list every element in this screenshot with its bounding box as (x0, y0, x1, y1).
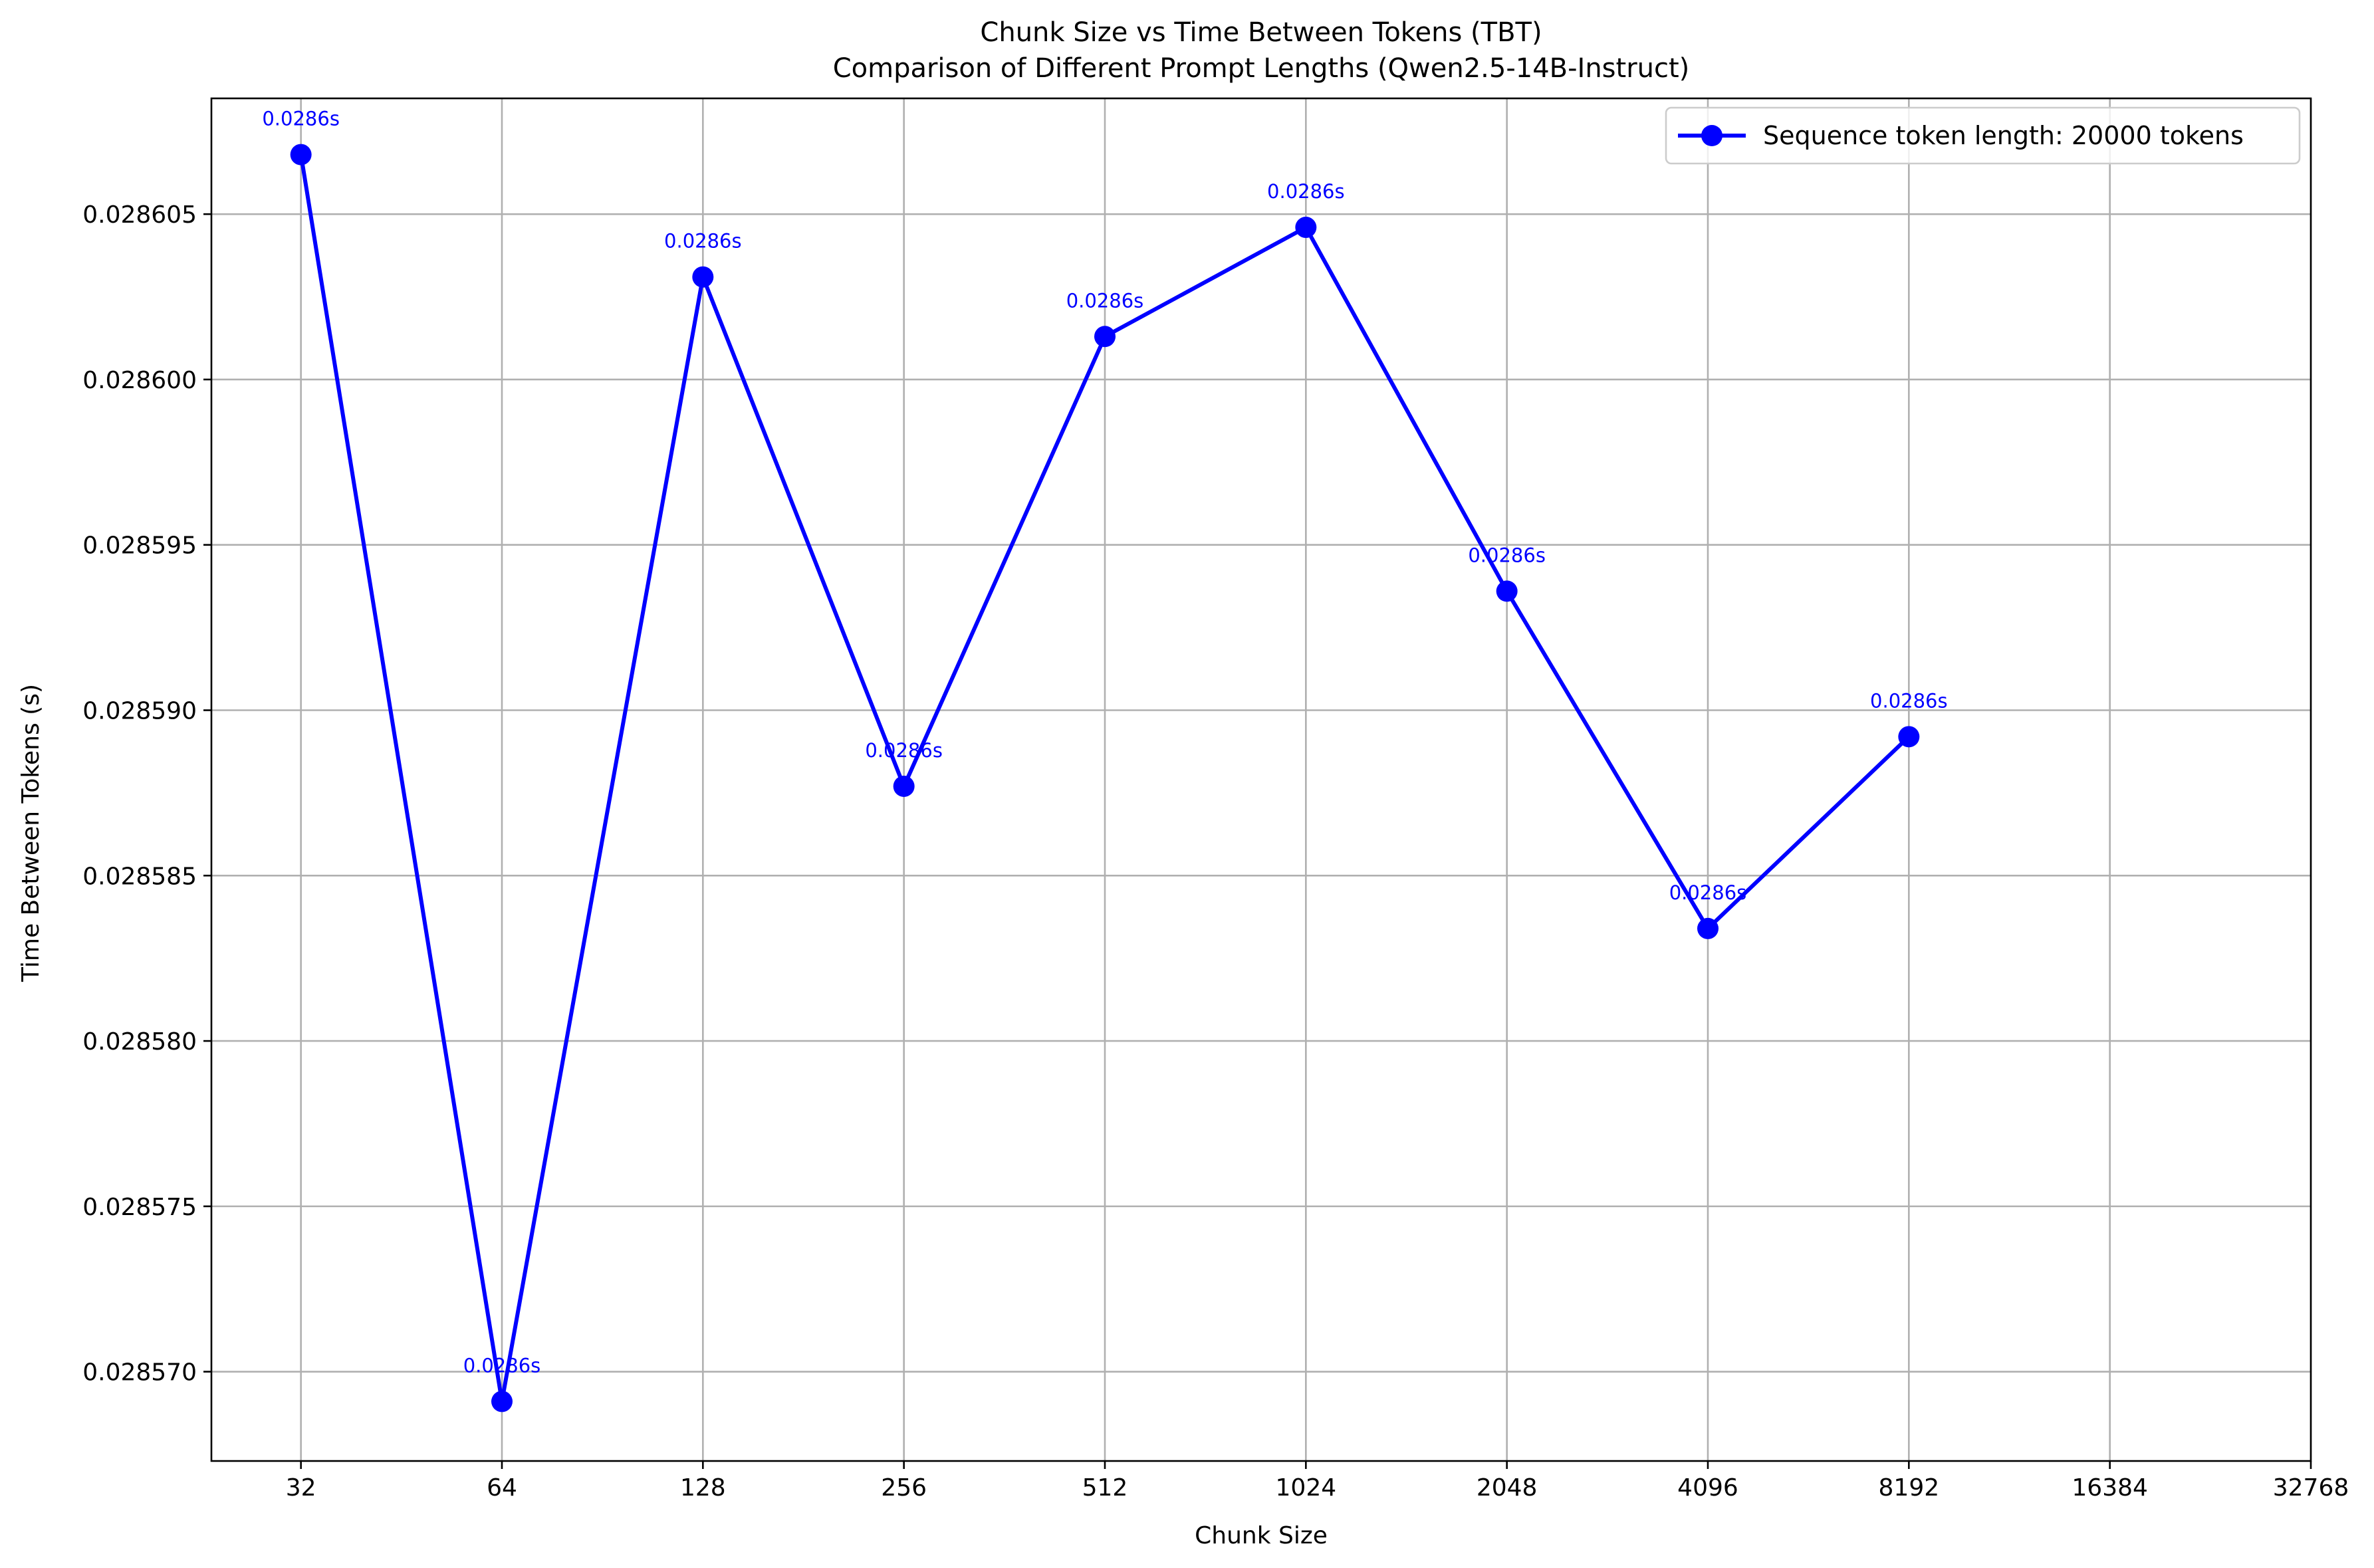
x-tick-label: 16384 (2072, 1474, 2148, 1502)
legend-label: Sequence token length: 20000 tokens (1763, 121, 2244, 150)
x-tick-label: 2048 (1477, 1474, 1538, 1502)
data-label: 0.0286s (463, 1354, 541, 1377)
data-label: 0.0286s (1669, 881, 1747, 904)
data-point (491, 1391, 513, 1412)
data-label: 0.0286s (1870, 689, 1948, 712)
data-point (1898, 726, 1920, 748)
data-point (290, 144, 312, 166)
legend-box (1665, 106, 2301, 165)
x-tick-label: 64 (487, 1474, 517, 1502)
legend-marker (1701, 125, 1722, 146)
data-label: 0.0286s (865, 739, 943, 762)
y-tick-label: 0.028570 (82, 1359, 197, 1387)
x-tick-label: 32 (286, 1474, 316, 1502)
data-point (1094, 326, 1116, 348)
x-tick-label: 256 (881, 1474, 927, 1502)
x-tick-label: 4096 (1677, 1474, 1738, 1502)
series (290, 144, 1920, 1412)
y-tick-label: 0.028595 (82, 532, 197, 560)
chart-title: Chunk Size vs Time Between Tokens (TBT) (980, 17, 1542, 48)
y-tick-label: 0.028585 (82, 863, 197, 890)
y-tick-label: 0.028600 (82, 367, 197, 394)
data-label: 0.0286s (1066, 289, 1144, 312)
axes: 32 64 128 256 512 1024 2048 4096 8192 16384 32768 0… (82, 97, 2349, 1502)
data-point (1295, 217, 1317, 239)
x-tick-label: 32768 (2273, 1474, 2349, 1502)
data-label: 0.0286s (1267, 180, 1345, 203)
data-label: 0.0286s (262, 108, 340, 130)
x-tick-label: 128 (680, 1474, 726, 1502)
x-tick-label: 512 (1082, 1474, 1128, 1502)
x-tick-label: 1024 (1276, 1474, 1337, 1502)
y-tick-label: 0.028605 (82, 201, 197, 229)
y-axis-label: Time Between Tokens (s) (17, 684, 45, 982)
data-point (1697, 917, 1719, 939)
data-point (1496, 580, 1518, 602)
legend: Sequence token length: 20000 tokens (1665, 106, 2301, 165)
data-point (893, 775, 915, 797)
data-label: 0.0286s (664, 230, 742, 253)
chart-subtitle: Comparison of Different Prompt Lengths (… (833, 53, 1690, 84)
data-point (692, 266, 714, 288)
x-axis-label: Chunk Size (1195, 1522, 1328, 1549)
data-label: 0.0286s (1468, 544, 1546, 566)
y-tick-label: 0.028580 (82, 1028, 197, 1056)
x-tick-label: 8192 (1879, 1474, 1940, 1502)
plot-frame (210, 97, 2312, 1462)
data-labels: 0.0286s 0.0286s 0.0286s 0.0286s 0.0286s 0.028… (262, 108, 1947, 1377)
y-tick-label: 0.028590 (82, 698, 197, 725)
y-tick-label: 0.028575 (82, 1194, 197, 1221)
